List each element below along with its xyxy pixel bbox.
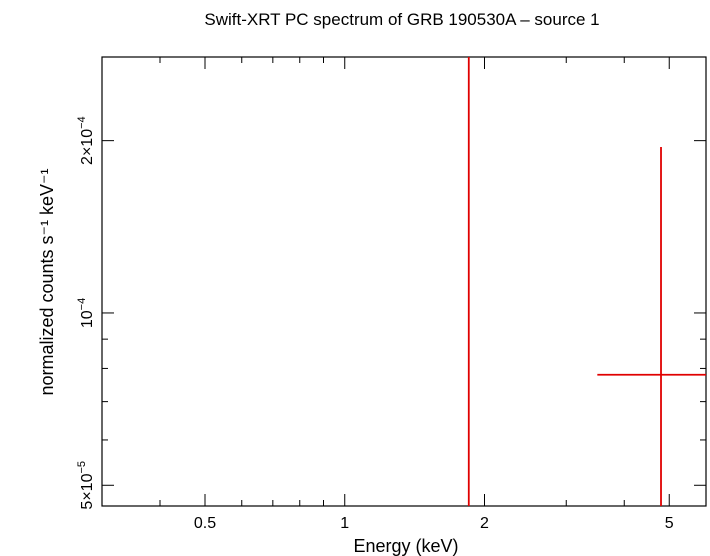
x-tick-label: 2 [480,515,489,532]
x-tick-label: 1 [340,515,349,532]
y-axis-label: normalized counts s⁻¹ keV⁻¹ [37,168,57,395]
plot-frame [101,56,707,507]
y-tick-label: 10−4 [76,298,96,328]
y-tick-label: 2×10−4 [76,116,96,165]
data-point [597,146,706,506]
data-points [467,57,706,506]
y-tick-label: 5×10−5 [76,461,96,510]
x-tick-label: 0.5 [194,515,216,532]
x-tick-label: 5 [665,515,674,532]
chart-title: Swift-XRT PC spectrum of GRB 190530A – s… [204,10,599,29]
axis-ticks [101,57,707,506]
tick-labels: 0.5 1 2 5 5×10−5 10−4 2×10−4 [76,116,674,532]
x-axis-label: Energy (keV) [353,536,458,556]
